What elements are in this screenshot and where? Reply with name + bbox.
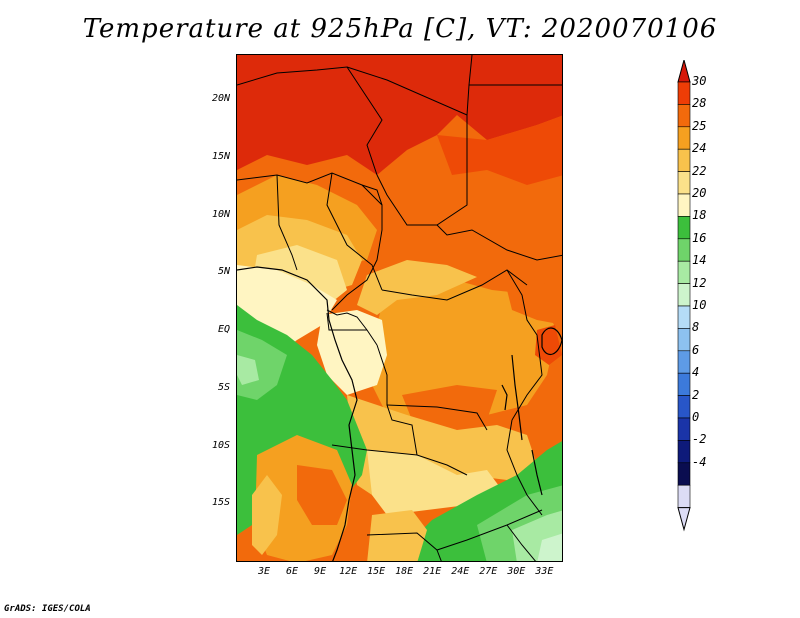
map-title: Temperature at 925hPa [C], VT: 202007010… <box>82 14 718 44</box>
colorbar-tick-label: 14 <box>692 253 707 268</box>
colorbar-segment <box>677 462 691 486</box>
lon-tick-label: 27E <box>479 566 498 577</box>
field-region-22-central <box>357 260 477 315</box>
lon-tick-label: 9E <box>314 566 327 577</box>
lat-tick-label: 10S <box>211 439 230 451</box>
colorbar-segment <box>677 216 691 240</box>
colorbar-tick-label: 8 <box>692 320 700 335</box>
lat-tick-label: 20N <box>211 93 230 105</box>
colorbar-tick-label: -4 <box>692 454 707 469</box>
field-region-22-zambezi <box>367 510 427 561</box>
field-region-hot-east <box>437 115 562 185</box>
lon-tick-label: 12E <box>339 566 358 577</box>
colorbar-segment <box>677 104 691 128</box>
colorbar <box>677 60 691 532</box>
colorbar-segment <box>677 440 691 464</box>
colorbar-tick-label: 0 <box>692 410 700 424</box>
colorbar-bottom-arrow <box>677 507 691 532</box>
colorbar-segment <box>677 484 691 508</box>
colorbar-segment <box>677 283 691 307</box>
lon-tick-label: 15E <box>367 566 386 577</box>
colorbar-segment <box>677 395 691 419</box>
colorbar-tick-label: 16 <box>692 230 707 245</box>
country-borders <box>237 55 562 561</box>
colorbar-tick-label: 2 <box>692 387 700 402</box>
field-region-22-angola-coast <box>252 475 282 555</box>
colorbar-segment <box>677 372 691 396</box>
colorbar-segment <box>677 148 691 172</box>
lon-tick-label: 21E <box>423 566 442 577</box>
field-region-12-ocean <box>237 355 259 385</box>
lat-tick-label: 15N <box>211 150 230 162</box>
colorbar-segment <box>677 350 691 374</box>
lon-tick-label: 3E <box>257 566 271 577</box>
field-region-10-southeast <box>537 533 562 561</box>
colorbar-tick-label: -2 <box>692 432 707 447</box>
field-region-25-east <box>507 280 562 325</box>
colorbar-segment <box>677 305 691 329</box>
colorbar-tick-label: 20 <box>692 186 707 200</box>
lat-tick-label: 15S <box>211 497 230 509</box>
colorbar-segment <box>677 81 691 105</box>
great-lakes <box>501 327 562 496</box>
colorbar-tick-label: 10 <box>692 298 707 312</box>
colorbar-segment <box>677 417 691 441</box>
colorbar-tick-label: 24 <box>692 141 707 156</box>
field-region-20-south <box>367 450 502 515</box>
lon-tick-label: 33E <box>535 566 554 577</box>
lon-tick-label: 6E <box>286 566 299 577</box>
colorbar-tick-label: 18 <box>692 208 707 223</box>
lat-tick-label: EQ <box>217 324 230 336</box>
field-region-24-central <box>367 275 557 420</box>
lon-tick-label: 24E <box>451 566 470 577</box>
colorbar-segment <box>677 238 691 262</box>
colorbar-top-arrow <box>677 60 691 83</box>
colorbar-segment <box>677 126 691 150</box>
field-region-25-katanga <box>402 385 497 427</box>
colorbar-segment <box>677 193 691 217</box>
colorbar-tick-label: 25 <box>692 118 707 133</box>
lon-tick-label: 30E <box>507 566 526 577</box>
colorbar-tick-label: 28 <box>692 96 707 111</box>
field-region-25-angola <box>297 465 347 525</box>
colorbar-segment <box>677 171 691 195</box>
lat-tick-label: 10N <box>211 208 230 220</box>
colorbar-tick-label: 4 <box>692 365 700 380</box>
lat-tick-label: 5S <box>217 381 230 393</box>
colorbar-tick-label: 22 <box>692 163 707 178</box>
colorbar-segment <box>677 328 691 352</box>
atlantic-coastline <box>237 266 358 561</box>
lon-tick-label: 18E <box>395 566 414 577</box>
map-panel <box>236 54 563 562</box>
colorbar-tick-label: 30 <box>692 74 707 88</box>
colorbar-segment <box>677 260 691 284</box>
colorbar-tick-label: 12 <box>692 275 707 290</box>
grads-credit: GrADS: IGES/COLA <box>4 604 91 614</box>
temperature-field-map <box>237 55 562 561</box>
field-region-18-gabon <box>317 310 387 395</box>
lat-tick-label: 5N <box>217 266 230 278</box>
colorbar-tick-label: 6 <box>692 342 700 357</box>
